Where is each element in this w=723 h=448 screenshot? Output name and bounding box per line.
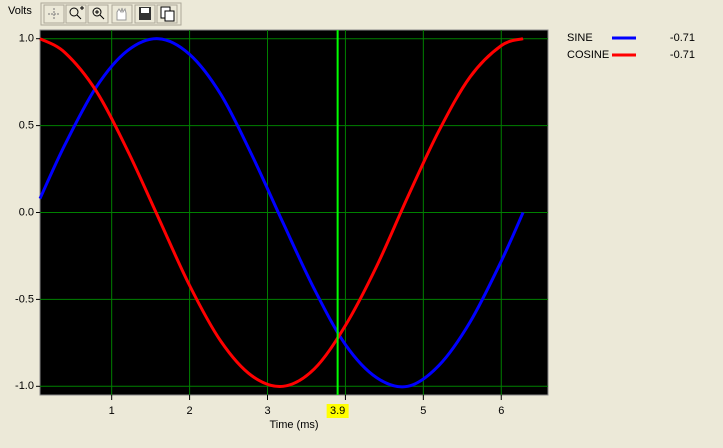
x-tick-label: 3 <box>264 405 270 417</box>
y-tick-label: 1.0 <box>19 33 34 45</box>
y-tick-label: -0.5 <box>15 293 34 305</box>
series-line <box>38 37 525 389</box>
x-tick-label: 2 <box>187 405 193 417</box>
x-tick-label: 5 <box>420 405 426 417</box>
legend-value: -0.71 <box>670 32 695 44</box>
y-axis-label: Volts <box>8 5 32 17</box>
x-axis-label: Time (ms) <box>269 419 318 431</box>
y-tick-label: -1.0 <box>15 380 34 392</box>
x-tick-label: 1 <box>109 405 115 417</box>
toolbar <box>40 2 182 26</box>
y-tick-label: 0.5 <box>19 120 34 132</box>
x-tick-label: 6 <box>498 405 504 417</box>
legend-value: -0.71 <box>670 49 695 61</box>
zoom-button[interactable] <box>87 4 109 24</box>
series-line <box>39 37 524 389</box>
cursor-label: 3.9 <box>330 405 345 417</box>
legend-label: SINE <box>567 32 593 44</box>
legend-label: COSINE <box>567 49 609 61</box>
y-tick-label: 0.0 <box>19 206 34 218</box>
zoom-axis-button[interactable] <box>65 4 87 24</box>
cursor-label-bg <box>326 404 349 418</box>
copy-button[interactable] <box>156 4 178 24</box>
save-button[interactable] <box>134 4 156 24</box>
crosshair-button[interactable] <box>43 4 65 24</box>
pan-button[interactable] <box>111 4 133 24</box>
